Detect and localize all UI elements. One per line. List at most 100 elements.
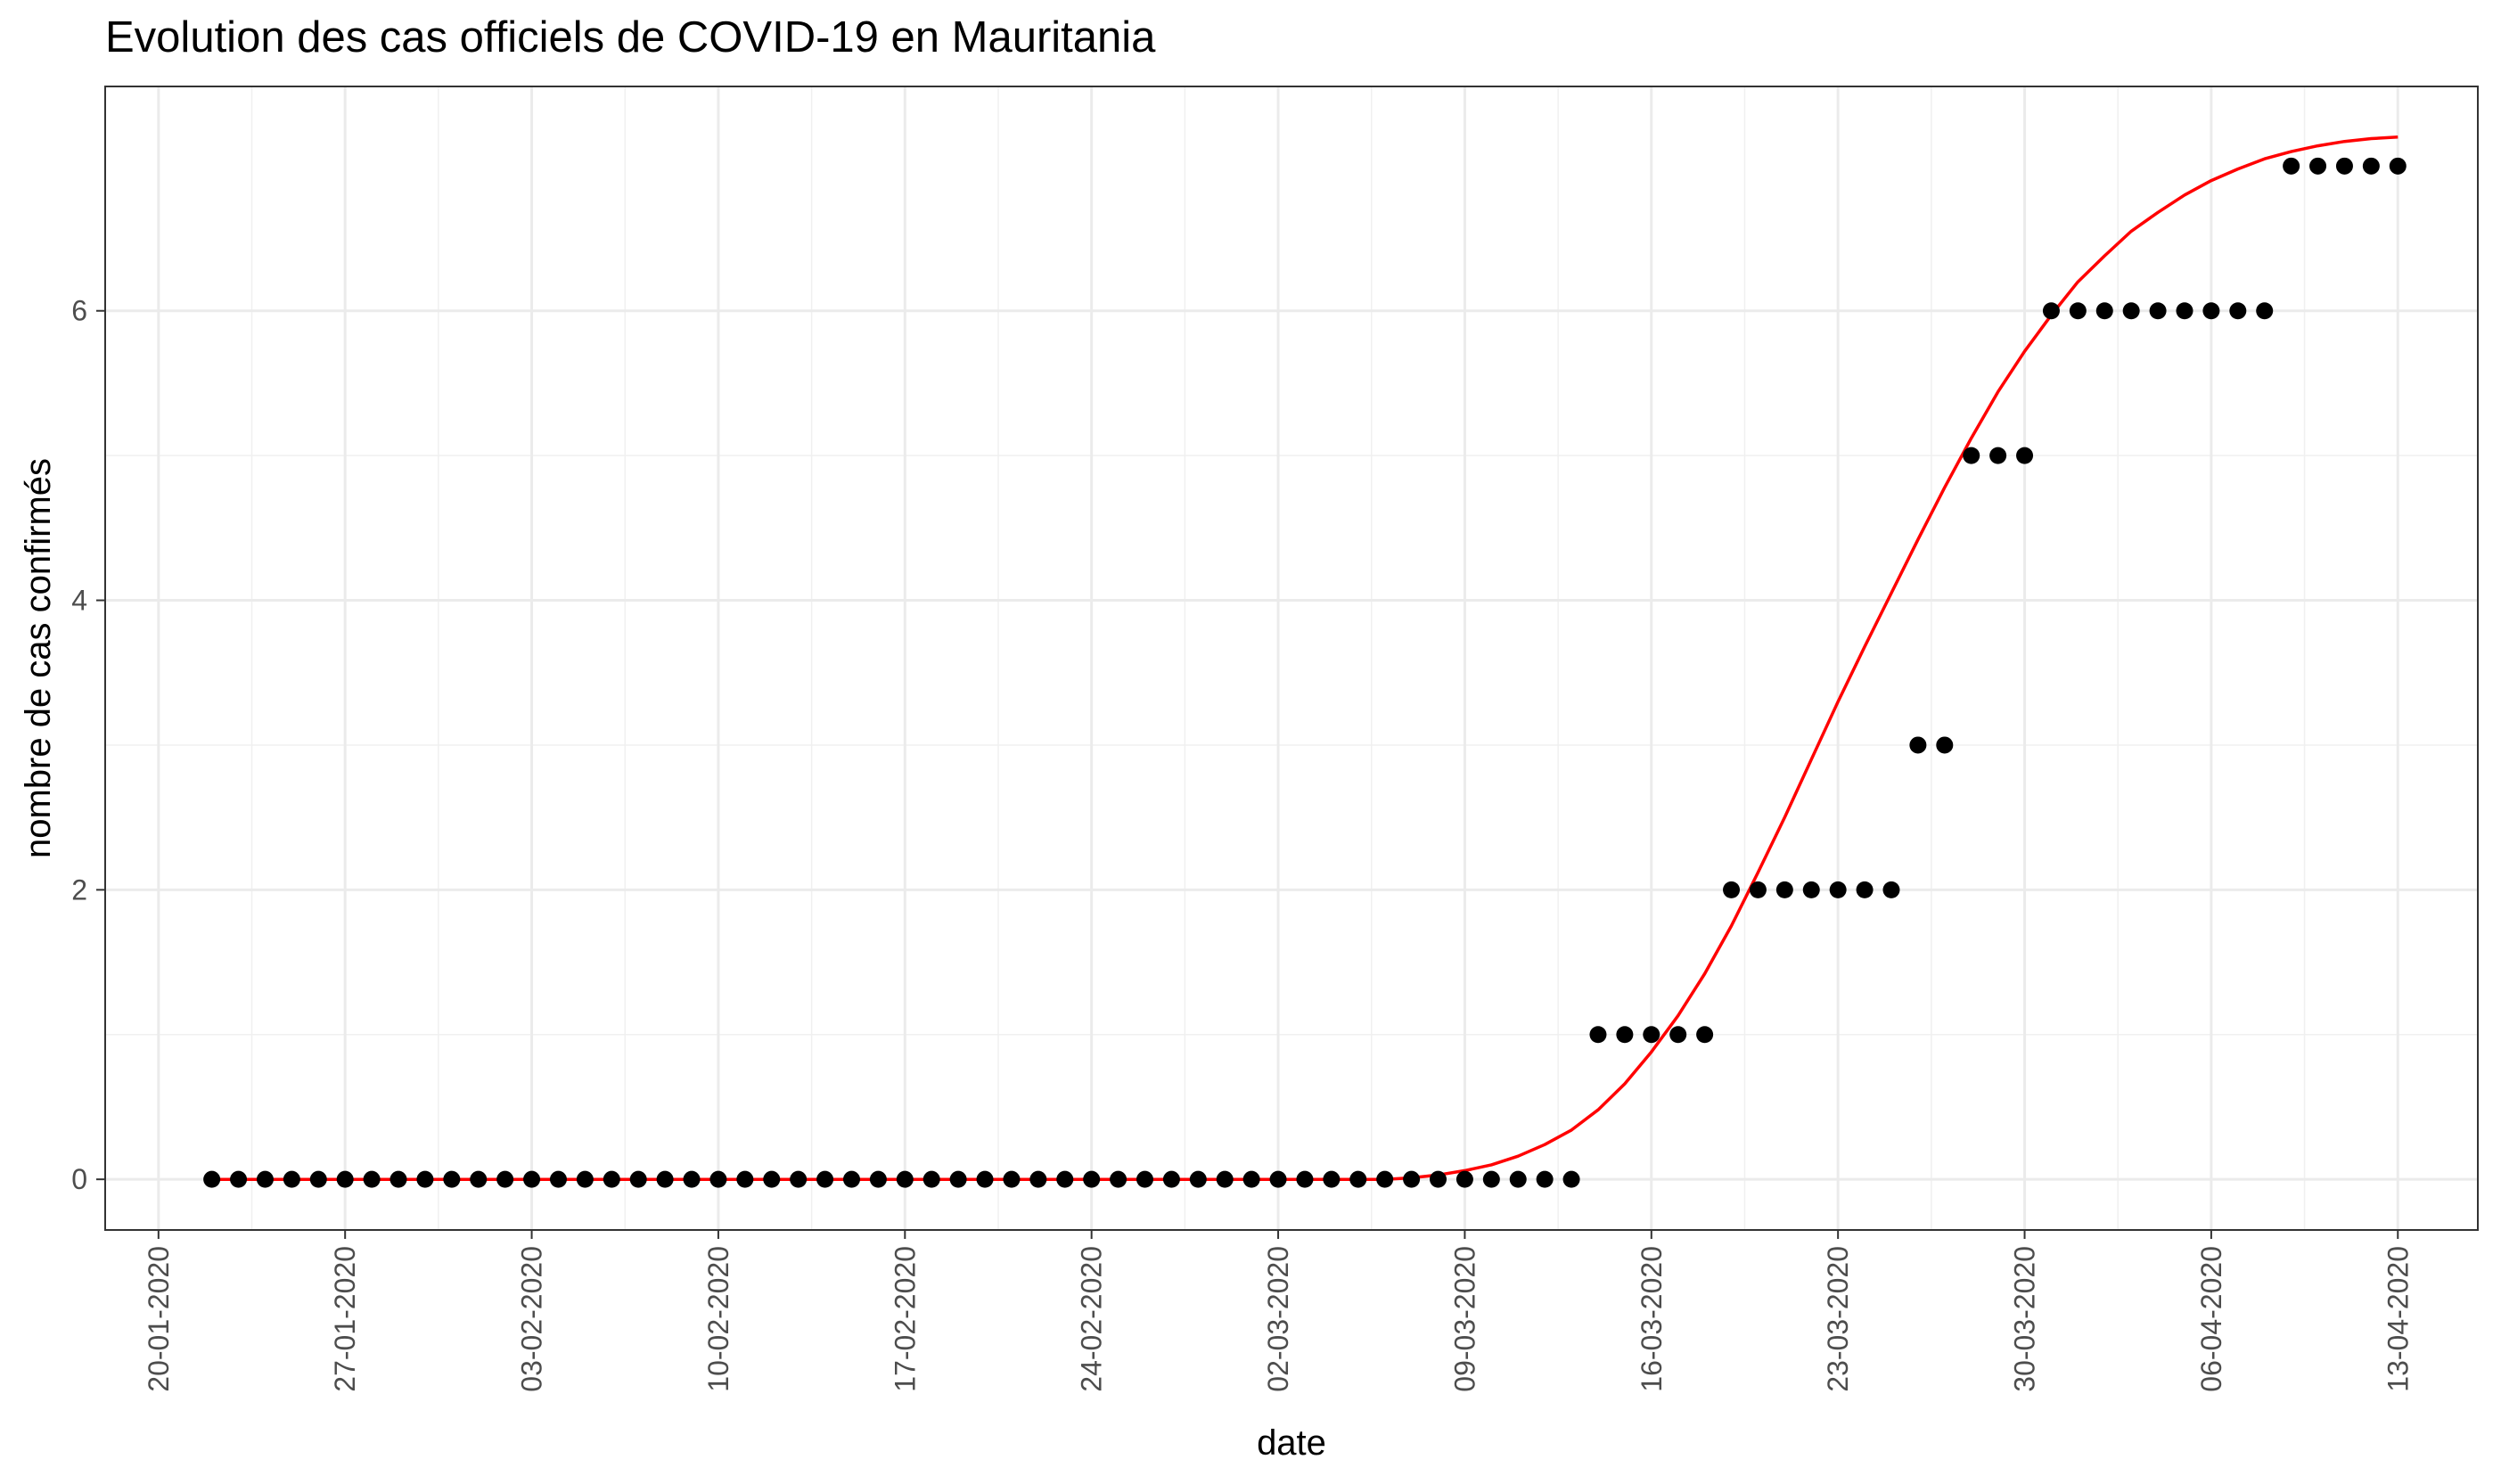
data-point	[1669, 1026, 1687, 1044]
chart-title: Evolution des cas officiels de COVID-19 …	[105, 13, 1156, 61]
data-point	[629, 1170, 647, 1188]
data-point	[896, 1170, 914, 1188]
fit-curve	[211, 135, 2398, 1181]
data-point	[1536, 1170, 1554, 1188]
data-point	[1643, 1026, 1660, 1044]
x-tick-label: 30-03-2020	[2009, 1246, 2041, 1392]
data-point	[1856, 881, 1874, 898]
points-layer	[203, 157, 2407, 1188]
data-point	[1296, 1170, 1314, 1188]
grid	[105, 86, 2478, 1230]
data-point	[1802, 881, 1820, 898]
x-tick-label: 17-02-2020	[889, 1246, 921, 1392]
data-point	[1430, 1170, 1447, 1188]
data-point	[336, 1170, 354, 1188]
x-tick-label: 02-03-2020	[1262, 1246, 1294, 1392]
y-tick-label: 0	[71, 1163, 87, 1195]
data-point	[1775, 881, 1793, 898]
data-point	[1029, 1170, 1047, 1188]
data-point	[1323, 1170, 1341, 1188]
data-point	[1456, 1170, 1473, 1188]
data-point	[683, 1170, 701, 1188]
data-point	[2283, 157, 2300, 175]
data-point	[763, 1170, 781, 1188]
x-tick-label: 16-03-2020	[1636, 1246, 1668, 1392]
data-point	[1216, 1170, 1234, 1188]
x-tick-label: 10-02-2020	[702, 1246, 734, 1392]
data-point	[976, 1170, 994, 1188]
data-point	[1242, 1170, 1260, 1188]
data-point	[2229, 302, 2247, 320]
x-tick-label: 13-04-2020	[2382, 1246, 2414, 1392]
data-point	[2149, 302, 2167, 320]
x-axis-title: date	[1257, 1423, 1326, 1463]
data-point	[1562, 1170, 1580, 1188]
data-point	[1269, 1170, 1287, 1188]
data-point	[390, 1170, 407, 1188]
data-point	[1723, 881, 1741, 898]
data-point	[1909, 736, 1927, 754]
data-point	[1482, 1170, 1500, 1188]
data-point	[2309, 157, 2327, 175]
data-point	[283, 1170, 300, 1188]
x-axis: 20-01-2020 27-01-2020 03-02-2020 10-02-2020…	[143, 1230, 2414, 1392]
data-point	[842, 1170, 860, 1188]
data-point	[603, 1170, 620, 1188]
data-point	[2069, 302, 2087, 320]
data-point	[1936, 736, 1954, 754]
data-point	[949, 1170, 967, 1188]
data-point	[2202, 302, 2220, 320]
data-point	[1696, 1026, 1714, 1044]
data-point	[1376, 1170, 1394, 1188]
x-tick-label: 23-03-2020	[1822, 1246, 1854, 1392]
data-point	[470, 1170, 488, 1188]
data-point	[1349, 1170, 1367, 1188]
data-point	[1083, 1170, 1101, 1188]
data-point	[363, 1170, 381, 1188]
data-point	[1616, 1026, 1634, 1044]
data-point	[576, 1170, 594, 1188]
data-point	[1509, 1170, 1527, 1188]
data-point	[790, 1170, 808, 1188]
data-point	[1056, 1170, 1074, 1188]
x-tick-label: 06-04-2020	[2195, 1246, 2227, 1392]
data-point	[256, 1170, 274, 1188]
data-point	[2362, 157, 2380, 175]
data-point	[869, 1170, 887, 1188]
data-point	[709, 1170, 727, 1188]
data-point	[922, 1170, 940, 1188]
data-point	[1749, 881, 1767, 898]
data-point	[1162, 1170, 1180, 1188]
data-point	[1403, 1170, 1421, 1188]
x-tick-label: 24-02-2020	[1076, 1246, 1108, 1392]
data-point	[1110, 1170, 1128, 1188]
plot-panel-border	[104, 86, 2479, 1231]
data-point	[443, 1170, 461, 1188]
data-point	[816, 1170, 834, 1188]
data-point	[496, 1170, 514, 1188]
data-point	[2176, 302, 2194, 320]
data-point	[309, 1170, 327, 1188]
data-point	[230, 1170, 248, 1188]
data-point	[1136, 1170, 1153, 1188]
y-axis: 0 2 4 6	[71, 295, 105, 1195]
data-point	[656, 1170, 674, 1188]
data-point	[549, 1170, 567, 1188]
data-point	[1963, 447, 1980, 464]
data-point	[2335, 157, 2353, 175]
data-point	[1003, 1170, 1021, 1188]
x-tick-label: 09-03-2020	[1448, 1246, 1480, 1392]
fit-layer	[211, 135, 2398, 1181]
data-point	[2256, 302, 2274, 320]
y-axis-title: nombre de cas confirmés	[19, 458, 58, 858]
data-point	[736, 1170, 754, 1188]
data-point	[523, 1170, 541, 1188]
data-point	[2042, 302, 2060, 320]
data-point	[416, 1170, 434, 1188]
data-point	[1829, 881, 1847, 898]
y-tick-label: 4	[71, 585, 87, 617]
data-point	[203, 1170, 221, 1188]
y-tick-label: 2	[71, 873, 87, 906]
data-point	[2095, 302, 2113, 320]
